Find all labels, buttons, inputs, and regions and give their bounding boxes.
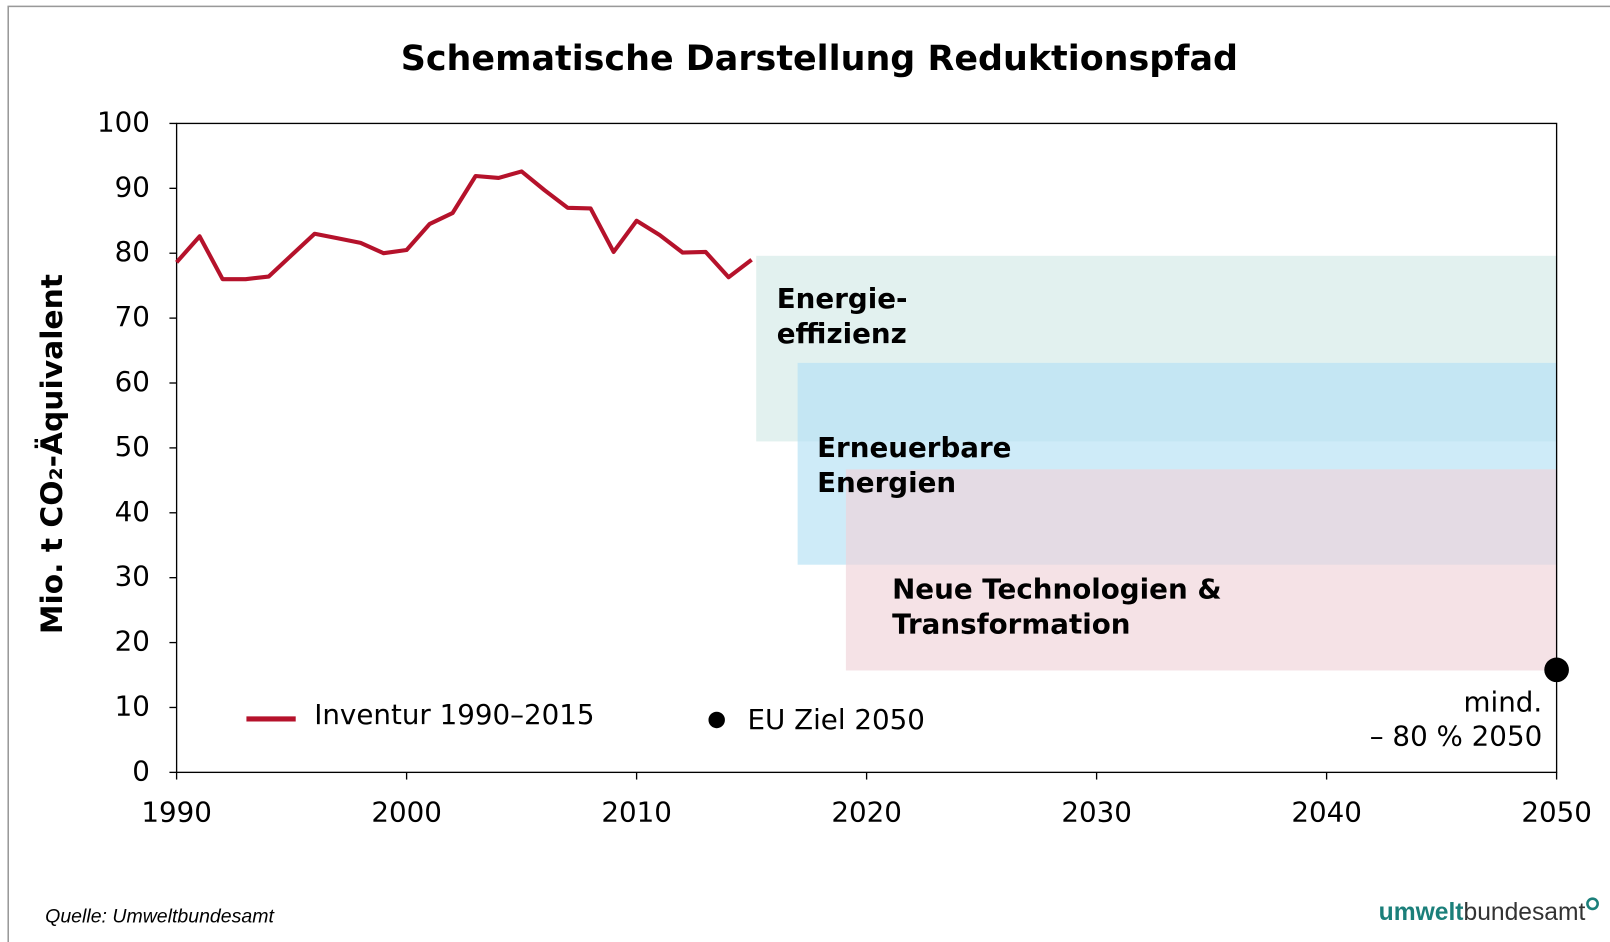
source: Quelle: Umweltbundesamt: [45, 905, 275, 927]
x-tick-label: 2030: [1061, 795, 1132, 828]
y-tick-label: 100: [97, 105, 150, 138]
legend-label: Inventur 1990–2015: [314, 698, 594, 731]
logo-part: bundesamt: [1464, 899, 1586, 926]
y-tick-label: 40: [115, 495, 150, 528]
band-label: Transformation: [892, 607, 1130, 640]
annotation: – 80 % 2050: [1370, 719, 1542, 752]
x-tick-label: 2050: [1521, 795, 1592, 828]
x-tick-label: 2020: [831, 795, 902, 828]
y-tick-label: 20: [115, 625, 150, 658]
y-tick-label: 50: [115, 430, 150, 463]
y-tick-label: 80: [115, 235, 150, 268]
y-tick-label: 60: [115, 365, 150, 398]
frame: [7, 5, 1610, 942]
annotation: mind.: [1464, 686, 1543, 719]
logo: umweltbundesamt: [1379, 899, 1586, 926]
x-tick-label: 1990: [141, 795, 212, 828]
y-axis-label: Mio. t CO₂-Äquivalent: [34, 274, 70, 634]
y-tick-label: 90: [115, 170, 150, 203]
logo-part: umwelt: [1379, 899, 1464, 926]
band-label: Energien: [817, 466, 956, 499]
band-label: effizienz: [777, 317, 907, 350]
legend-swatch: [708, 711, 725, 729]
band-label: Neue Technologien &: [892, 572, 1221, 605]
x-tick-label: 2000: [371, 795, 442, 828]
x-tick-label: 2040: [1291, 795, 1362, 828]
chart-title: Schematische Darstellung Reduktionspfad: [401, 39, 1238, 79]
target-point: [1544, 657, 1569, 683]
y-tick-label: 30: [115, 560, 150, 593]
logo-icon: [1586, 897, 1599, 911]
y-tick-label: 70: [115, 300, 150, 333]
line: [175, 169, 753, 282]
x-tick-label: 2010: [601, 795, 672, 828]
y-tick-label: 0: [132, 754, 150, 787]
band-label: Energie-: [777, 282, 908, 315]
band-area: [845, 469, 1557, 671]
legend-label: EU Ziel 2050: [748, 703, 925, 736]
y-tick-label: 10: [115, 689, 150, 722]
band-label: Erneuerbare: [817, 431, 1011, 464]
